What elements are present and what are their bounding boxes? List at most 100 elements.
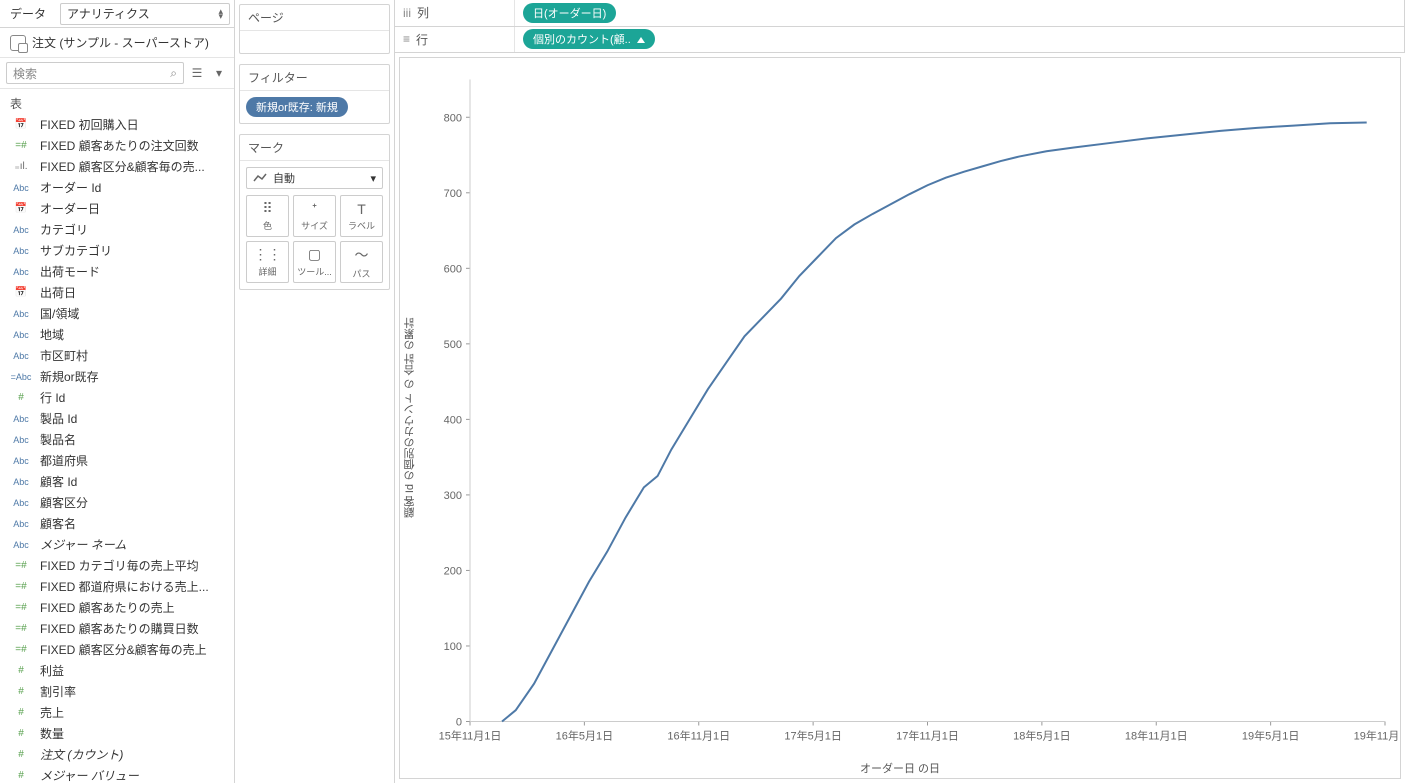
rows-pill[interactable]: 個別のカウント(顧.. — [523, 29, 655, 49]
field-label: 売上 — [40, 704, 64, 721]
field-item[interactable]: # 利益 — [0, 660, 234, 681]
mark-btn-label: パス — [352, 267, 370, 280]
field-item[interactable]: Abcオーダー Id — [0, 177, 234, 198]
field-item[interactable]: Abc顧客区分 — [0, 492, 234, 513]
filters-card: フィルター 新規or既存: 新規 — [239, 64, 390, 124]
field-item[interactable]: =#FIXED カテゴリ毎の売上平均 — [0, 555, 234, 576]
field-label: 新規or既存 — [40, 368, 99, 385]
svg-text:18年11月1日: 18年11月1日 — [1125, 729, 1188, 743]
filter-pill[interactable]: 新規or既存: 新規 — [246, 97, 348, 117]
field-label: 製品 Id — [40, 410, 77, 427]
svg-text:800: 800 — [444, 112, 462, 124]
field-item[interactable]: Abcメジャー ネーム — [0, 534, 234, 555]
svg-text:17年5月1日: 17年5月1日 — [784, 729, 841, 743]
rows-label: 行 — [416, 31, 428, 48]
sort-dropdown-icon[interactable]: ▾ — [210, 64, 228, 82]
num-type-icon: # — [10, 665, 32, 676]
mark-button[interactable]: ⠿色 — [246, 195, 289, 237]
field-item[interactable]: #数量 — [0, 723, 234, 744]
mark-button[interactable]: Tラベル — [340, 195, 383, 237]
field-item[interactable]: #割引率 — [0, 681, 234, 702]
field-label: FIXED 都道府県における売上... — [40, 578, 209, 595]
svg-text:16年11月1日: 16年11月1日 — [667, 729, 730, 743]
svg-text:17年11月1日: 17年11月1日 — [896, 729, 959, 743]
field-item[interactable]: Abc都道府県 — [0, 450, 234, 471]
filters-card-title: フィルター — [240, 65, 389, 91]
field-item[interactable]: Abc顧客名 — [0, 513, 234, 534]
columns-pill[interactable]: 日(オーダー日) — [523, 3, 616, 23]
field-item[interactable]: Abcサブカテゴリ — [0, 240, 234, 261]
svg-text:18年5月1日: 18年5月1日 — [1013, 729, 1070, 743]
field-label: FIXED 顧客区分&顧客毎の売上 — [40, 641, 207, 658]
field-item[interactable]: Abc国/領域 — [0, 303, 234, 324]
search-input[interactable]: 検索 ⌕ — [6, 62, 184, 84]
num-type-icon: # — [10, 392, 32, 403]
field-label: 顧客区分 — [40, 494, 88, 511]
field-item[interactable]: =Abc新規or既存 — [0, 366, 234, 387]
mark-btn-label: サイズ — [301, 219, 328, 232]
field-item[interactable]: Abc出荷モード — [0, 261, 234, 282]
num-type-icon: =# — [10, 623, 32, 634]
mark-type-dropdown[interactable]: 自動 ▾ — [246, 167, 383, 189]
field-item[interactable]: #行 Id — [0, 387, 234, 408]
field-label: 出荷日 — [40, 284, 76, 301]
num-type-icon: # — [10, 749, 32, 760]
field-item[interactable]: Abcカテゴリ — [0, 219, 234, 240]
field-label: オーダー日 — [40, 200, 100, 217]
pages-shelf[interactable] — [240, 31, 389, 53]
mark-btn-icon: ᕀ — [312, 200, 317, 217]
field-item[interactable]: #メジャー バリュー — [0, 765, 234, 783]
field-item[interactable]: #売上 — [0, 702, 234, 723]
svg-text:600: 600 — [444, 263, 462, 275]
rows-shelf[interactable]: ≡ 行 個別のカウント(顧.. — [395, 27, 1405, 54]
chart-area[interactable]: 顧客 Id の個別のカウント の 合計 の累計 0100200300400500… — [399, 57, 1401, 779]
datasource-icon — [10, 35, 26, 51]
field-item[interactable]: =#FIXED 都道府県における売上... — [0, 576, 234, 597]
marks-card-title: マーク — [240, 135, 389, 161]
analytics-dropdown[interactable]: アナリティクス ▴▾ — [60, 3, 230, 25]
tab-data[interactable]: データ — [0, 0, 56, 27]
num-type-icon: =# — [10, 140, 32, 151]
num-type-icon: # — [10, 686, 32, 697]
field-item[interactable]: =#FIXED 顧客あたりの売上 — [0, 597, 234, 618]
dropdown-icon: ▴▾ — [218, 9, 223, 19]
view-list-icon[interactable]: ☰ — [188, 64, 206, 82]
field-item[interactable]: #注文 (カウント) — [0, 744, 234, 765]
data-pane: データ アナリティクス ▴▾ 注文 (サンプル - スーパーストア) 検索 ⌕ … — [0, 0, 235, 783]
field-item[interactable]: 📅出荷日 — [0, 282, 234, 303]
field-item[interactable]: 📅オーダー日 — [0, 198, 234, 219]
field-label: 顧客名 — [40, 515, 76, 532]
field-label: FIXED 初回購入日 — [40, 116, 139, 133]
datasource-name: 注文 (サンプル - スーパーストア) — [32, 34, 209, 51]
datasource-row[interactable]: 注文 (サンプル - スーパーストア) — [0, 28, 234, 58]
rows-pill-label: 個別のカウント(顧.. — [533, 34, 631, 46]
mark-button[interactable]: ᕀ サイズ — [293, 195, 336, 237]
field-item[interactable]: Abc市区町村 — [0, 345, 234, 366]
search-icon: ⌕ — [170, 66, 177, 81]
field-label: FIXED 顧客区分&顧客毎の売... — [40, 158, 205, 175]
field-item[interactable]: Abc製品名 — [0, 429, 234, 450]
field-item[interactable]: =#FIXED 顧客あたりの購買日数 — [0, 618, 234, 639]
field-label: FIXED 顧客あたりの注文回数 — [40, 137, 199, 154]
field-item[interactable]: =#FIXED 顧客区分&顧客毎の売上 — [0, 639, 234, 660]
field-label: 顧客 Id — [40, 473, 77, 490]
field-item[interactable]: ₌ıl.FIXED 顧客区分&顧客毎の売... — [0, 156, 234, 177]
field-label: 製品名 — [40, 431, 76, 448]
pages-card-title: ページ — [240, 5, 389, 31]
columns-shelf[interactable]: iii 列 日(オーダー日) — [395, 0, 1405, 27]
mark-button[interactable]: 〜パス — [340, 241, 383, 283]
mark-button[interactable]: ▢ツール... — [293, 241, 336, 283]
field-item[interactable]: =# FIXED 顧客あたりの注文回数 — [0, 135, 234, 156]
field-item[interactable]: Abc地域 — [0, 324, 234, 345]
svg-text:200: 200 — [444, 565, 462, 577]
delta-icon — [637, 37, 645, 43]
abc-type-icon: Abc — [10, 477, 32, 487]
mark-button[interactable]: ⋮⋮詳細 — [246, 241, 289, 283]
field-item[interactable]: Abc製品 Id — [0, 408, 234, 429]
filters-shelf[interactable]: 新規or既存: 新規 — [240, 91, 389, 123]
field-item[interactable]: 📅FIXED 初回購入日 — [0, 114, 234, 135]
mark-btn-icon: ⠿ — [262, 200, 272, 217]
field-label: 利益 — [40, 662, 64, 679]
field-label: 出荷モード — [40, 263, 100, 280]
field-item[interactable]: Abc 顧客 Id — [0, 471, 234, 492]
